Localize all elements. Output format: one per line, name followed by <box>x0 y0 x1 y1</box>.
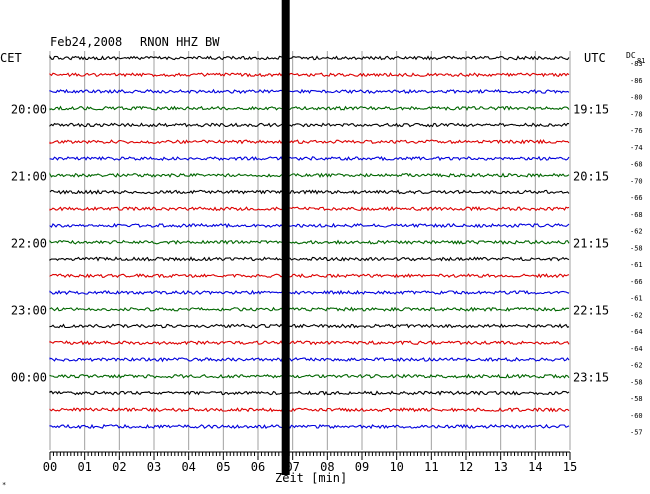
seismic-trace <box>49 222 570 229</box>
event-marker <box>281 0 290 475</box>
row-labels: -83 -86 -80 -78 20:00 19:15 -76 -74 -68 -70 21:00 2… <box>11 60 643 437</box>
cet-time-label: 23:00 <box>11 303 47 317</box>
utc-label: UTC <box>584 51 606 65</box>
dc-offset-label: -58 <box>630 244 643 252</box>
dc-offset-label: -76 <box>630 127 643 135</box>
utc-time-label: 20:15 <box>573 169 609 183</box>
grid-lines <box>49 51 571 450</box>
utc-time-label: 22:15 <box>573 303 609 317</box>
utc-time-label: 21:15 <box>573 236 609 250</box>
seismic-trace <box>49 122 570 128</box>
dc-offset-label: -64 <box>630 328 643 336</box>
cet-time-label: 21:00 <box>11 169 47 183</box>
cet-time-label: 22:00 <box>11 236 47 250</box>
dc-offset-label: -68 <box>630 161 643 169</box>
dc-offset-label: -62 <box>630 362 643 370</box>
x-tick-label: 06 <box>251 460 265 474</box>
dc-offset-label: -60 <box>630 412 643 420</box>
dc-offset-label: -58 <box>630 378 643 386</box>
dc-offset-label: -86 <box>630 77 643 85</box>
seismic-trace <box>49 423 570 430</box>
cet-time-label: 20:00 <box>11 102 47 116</box>
utc-time-label: 19:15 <box>573 102 609 116</box>
x-tick-label: 08 <box>320 460 334 474</box>
seismic-trace <box>49 206 570 212</box>
dc-offset-label: -66 <box>630 194 643 202</box>
x-tick-label: 05 <box>216 460 230 474</box>
dc-offset-label: -58 <box>630 395 643 403</box>
seismic-trace <box>49 373 570 379</box>
seismic-trace <box>49 138 570 145</box>
seismic-trace <box>49 356 570 363</box>
x-tick-label: 04 <box>181 460 195 474</box>
seismic-trace <box>49 189 570 195</box>
x-tick-label: 03 <box>147 460 161 474</box>
seismic-trace <box>49 72 570 78</box>
dc-offset-label: -83 <box>630 60 643 68</box>
dc-offset-label: -78 <box>630 110 643 118</box>
seismic-trace <box>49 390 570 396</box>
dc-label: DC <box>626 51 636 60</box>
dc-offset-label: -74 <box>630 144 643 152</box>
x-tick-label: 01 <box>77 460 91 474</box>
x-tick-label: 13 <box>493 460 507 474</box>
seismic-trace <box>49 340 570 346</box>
seismic-trace <box>49 239 570 245</box>
dc-offset-label: -68 <box>630 211 643 219</box>
seismic-trace <box>49 172 570 178</box>
seismic-trace <box>49 289 570 296</box>
trace-group <box>49 54 570 430</box>
seismic-trace <box>49 155 570 162</box>
x-axis-label: Zeit [min] <box>275 471 347 485</box>
dc-offset-label: -64 <box>630 345 643 353</box>
x-tick-label: 14 <box>528 460 542 474</box>
dc-offset-label: -61 <box>630 295 643 303</box>
x-axis: 00 01 02 03 04 05 06 07 08 09 10 11 12 13 14 15 <box>43 451 577 474</box>
seismic-trace <box>49 88 570 95</box>
dc-offset-label: -61 <box>630 261 643 269</box>
dc-offset-label: -57 <box>630 429 643 437</box>
dc-offset-label: -80 <box>630 94 643 102</box>
station-label: RNON HHZ BW <box>140 35 220 49</box>
x-tick-label: 00 <box>43 460 57 474</box>
seismic-trace <box>49 256 570 262</box>
corner-mark: * <box>2 481 6 489</box>
dc-offset-label: -70 <box>630 177 643 185</box>
seismic-trace <box>49 273 570 279</box>
x-tick-label: 15 <box>563 460 577 474</box>
seismic-trace <box>49 407 570 413</box>
seismic-trace <box>49 105 570 111</box>
dc-offset-label: -62 <box>630 311 643 319</box>
dc-top-value: 81 <box>637 57 645 65</box>
seismic-trace <box>49 306 570 313</box>
cet-time-label: 00:00 <box>11 370 47 384</box>
x-tick-label: 11 <box>424 460 438 474</box>
utc-time-label: 23:15 <box>573 370 609 384</box>
x-tick-label: 12 <box>459 460 473 474</box>
seismic-trace <box>49 323 570 329</box>
dc-offset-label: -66 <box>630 278 643 286</box>
cet-label: CET <box>0 51 22 65</box>
seismic-trace <box>49 54 570 61</box>
dc-offset-label: -62 <box>630 228 643 236</box>
x-tick-label: 10 <box>389 460 403 474</box>
x-tick-label: 09 <box>355 460 369 474</box>
chart-date-title: Feb24,2008 <box>50 35 122 49</box>
x-tick-label: 02 <box>112 460 126 474</box>
